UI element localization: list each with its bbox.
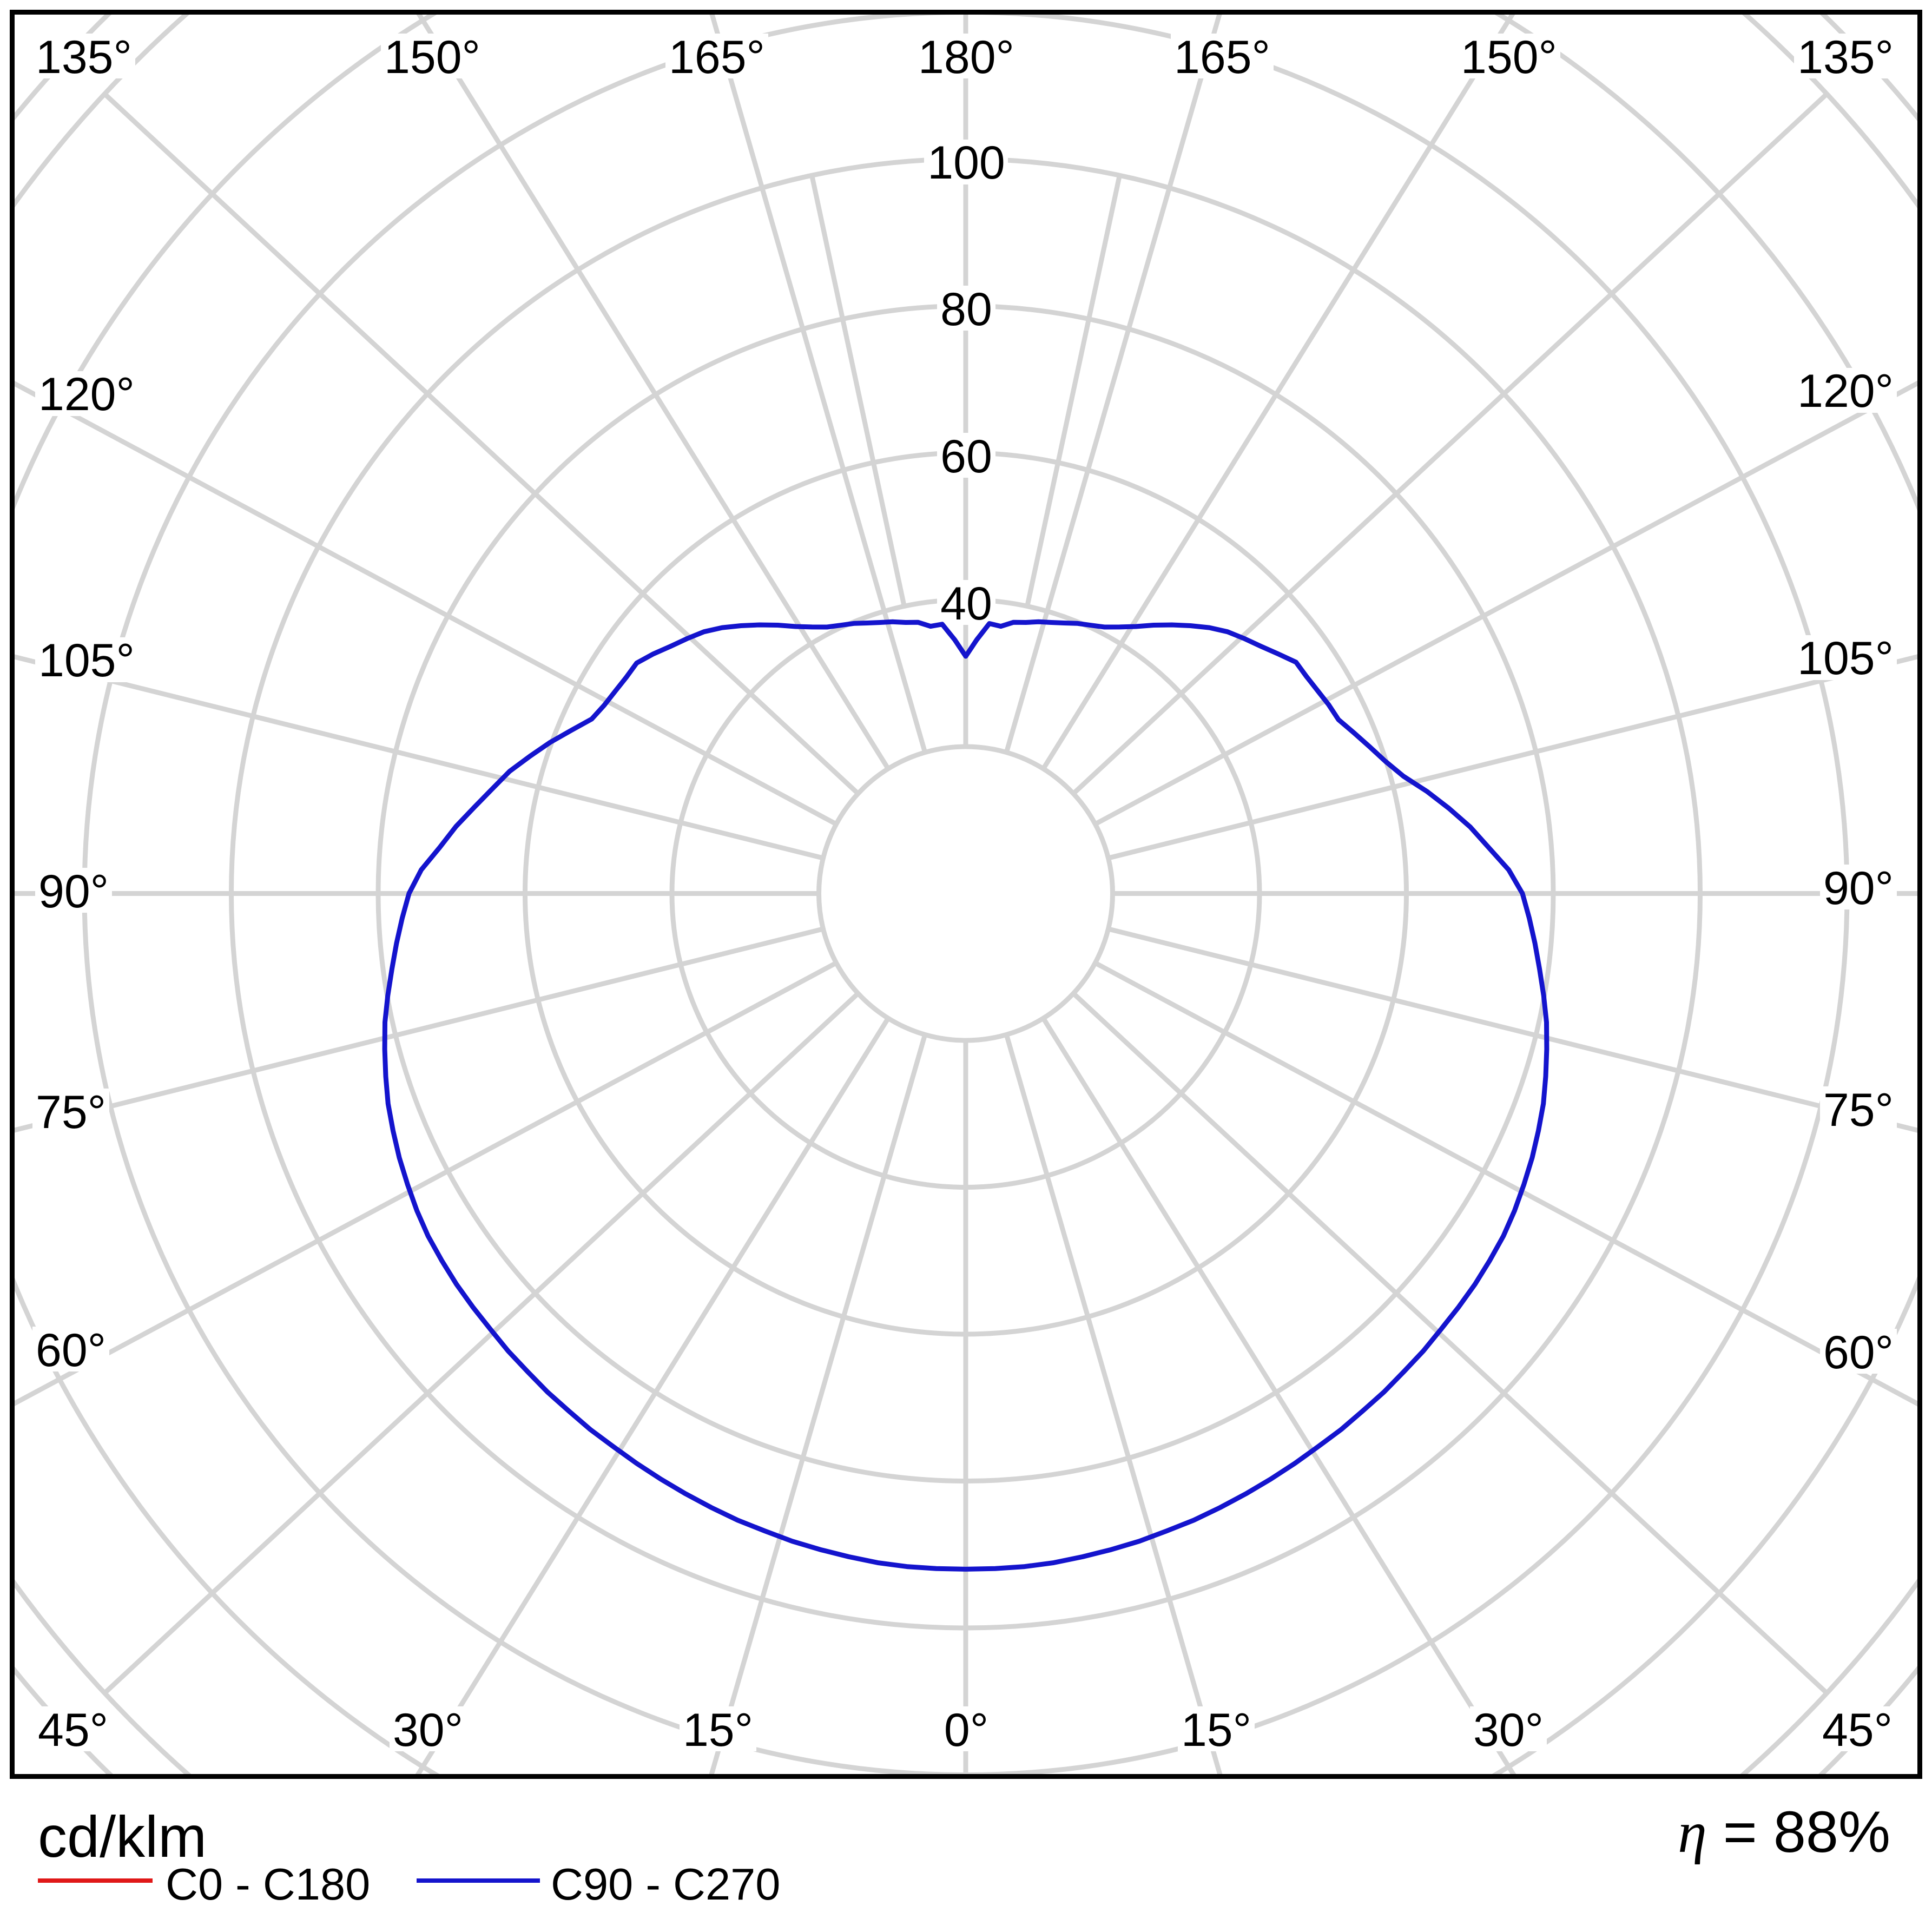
svg-text:165°: 165° [1174,31,1270,83]
svg-text:C0 - C180: C0 - C180 [166,1859,370,1909]
svg-text:90°: 90° [1823,862,1894,914]
svg-text:100: 100 [927,137,1005,189]
svg-text:120°: 120° [38,368,135,420]
svg-text:40: 40 [940,578,992,630]
svg-text:30°: 30° [393,1704,463,1756]
svg-text:30°: 30° [1473,1704,1544,1756]
svg-text:80: 80 [940,283,992,335]
svg-text:15°: 15° [683,1704,753,1756]
svg-text:90°: 90° [38,866,109,918]
svg-text:0°: 0° [944,1704,988,1756]
svg-text:η = 88%: η = 88% [1678,1799,1890,1865]
svg-text:135°: 135° [1797,31,1894,83]
svg-text:165°: 165° [669,31,765,83]
svg-text:75°: 75° [1823,1084,1894,1136]
svg-text:75°: 75° [36,1086,106,1138]
svg-text:150°: 150° [1461,31,1557,83]
svg-text:135°: 135° [36,31,132,83]
svg-text:15°: 15° [1181,1704,1251,1756]
svg-text:120°: 120° [1797,365,1894,417]
svg-text:cd/klm: cd/klm [38,1804,207,1869]
svg-text:180°: 180° [918,31,1014,83]
svg-text:45°: 45° [38,1704,108,1756]
svg-text:105°: 105° [38,635,135,687]
svg-text:60°: 60° [36,1324,106,1376]
svg-text:105°: 105° [1797,632,1894,684]
svg-text:60°: 60° [1823,1327,1894,1379]
svg-text:60: 60 [940,431,992,483]
svg-text:45°: 45° [1822,1704,1893,1756]
svg-text:C90 - C270: C90 - C270 [551,1859,780,1909]
svg-text:150°: 150° [384,31,480,83]
